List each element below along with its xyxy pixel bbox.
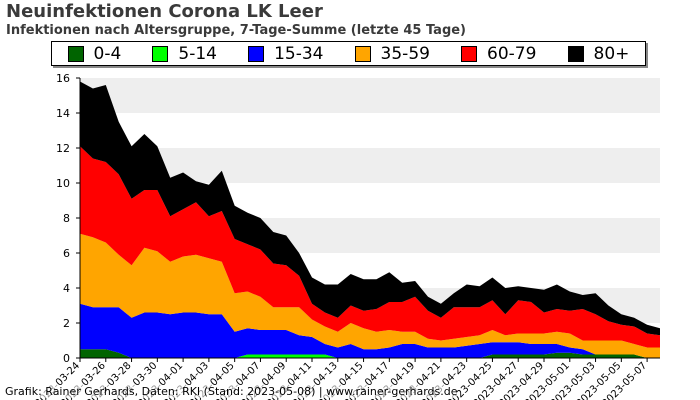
chart-legend: 0-4 5-14 15-34 35-59 60-79 80+ (51, 41, 646, 66)
legend-swatch (461, 45, 478, 62)
y-tick-label: 12 (56, 142, 70, 155)
legend-item-5-14: 5-14 (152, 44, 217, 64)
legend-item-35-59: 35-59 (354, 43, 430, 64)
y-tick-label: 0 (63, 352, 70, 365)
grid-band (80, 78, 660, 113)
source-footer: Grafik: Rainer Gerhards, Daten: RKI (Sta… (5, 385, 458, 398)
legend-swatch (248, 45, 265, 62)
y-tick-label: 8 (63, 212, 70, 225)
legend-item-0-4: 0-4 (67, 43, 122, 64)
legend-swatch (67, 45, 84, 62)
legend-swatch (567, 45, 584, 62)
legend-label: 15-34 (274, 43, 324, 64)
series-area-15-34 (80, 303, 660, 358)
legend-item-80+: 80+ (567, 43, 630, 64)
legend-label: 80+ (593, 43, 630, 64)
series-area-35-59 (80, 233, 660, 358)
y-tick-label: 10 (56, 177, 70, 190)
chart-subtitle: Infektionen nach Altersgruppe, 7-Tage-Su… (6, 23, 467, 38)
chart-title: Neuinfektionen Corona LK Leer (6, 1, 323, 22)
y-tick-label: 2 (63, 317, 70, 330)
y-tick-label: 14 (56, 107, 70, 120)
legend-label: 0-4 (93, 43, 122, 64)
legend-label: 5-14 (178, 43, 217, 64)
series-area-60-79 (80, 146, 660, 348)
legend-label: 35-59 (380, 43, 430, 64)
series-area-0-4 (80, 349, 660, 358)
legend-swatch (354, 45, 371, 62)
series-area-80+ (80, 81, 660, 336)
y-tick-label: 6 (63, 247, 70, 260)
legend-label: 60-79 (487, 43, 537, 64)
legend-item-15-34: 15-34 (248, 44, 323, 64)
series-areas (80, 81, 660, 358)
legend-item-60-79: 60-79 (461, 44, 536, 64)
y-tick-label: 16 (56, 72, 70, 85)
y-tick-label: 4 (63, 282, 70, 295)
grid-band (80, 113, 660, 148)
legend-swatch (152, 45, 169, 62)
